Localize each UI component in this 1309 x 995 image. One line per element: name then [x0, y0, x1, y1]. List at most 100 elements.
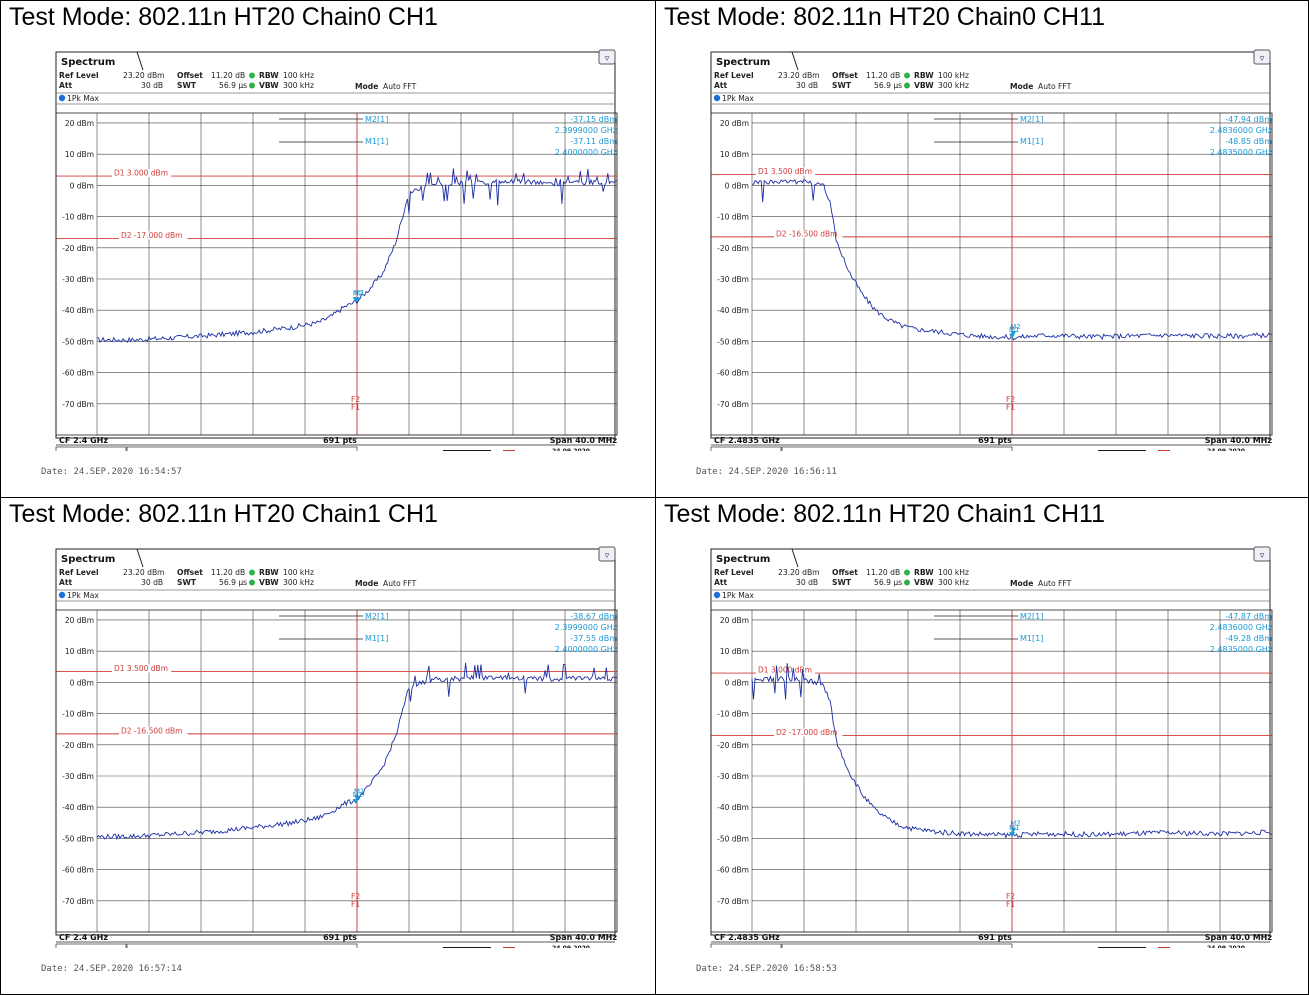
- y-tick-label: 0 dBm: [725, 181, 749, 190]
- spectrum-screenshot: Spectrum ▿ Ref Level 23.20 dBm Offset 11.20 d…: [694, 38, 1276, 451]
- progress-bar: [1098, 947, 1146, 948]
- trace-indicator: [58, 94, 66, 102]
- status-dot: [249, 72, 255, 79]
- instrument-frame: [710, 548, 1271, 936]
- spectrum-screenshot: Spectrum ▿ Ref Level 23.20 dBm Offset 11.20 d…: [694, 535, 1276, 948]
- marker-readout-freq: 2.4835000 GHz: [1210, 148, 1272, 157]
- y-tick-label: -10 dBm: [717, 213, 749, 222]
- marker-label: M2: [353, 791, 364, 799]
- y-tick-label: -60 dBm: [62, 866, 94, 875]
- rbw-label: RBW: [914, 71, 934, 80]
- display-line-label-bg: [119, 726, 188, 735]
- marker-label: M1: [354, 289, 365, 297]
- span: Span 40.0 MHz: [1205, 933, 1273, 942]
- display-line-label-bg: [112, 664, 172, 673]
- display-line-label: D1 3.500 dBm: [758, 167, 812, 176]
- points-count: 691 pts: [978, 933, 1012, 942]
- status-dot: [904, 569, 910, 576]
- offset-value: 11.20 dB: [866, 71, 900, 80]
- y-tick-label: 20 dBm: [720, 119, 749, 128]
- y-tick-label: -70 dBm: [62, 897, 94, 906]
- swt-value: 56.9 µs: [219, 81, 247, 90]
- plot-cell: Test Mode: 802.11n HT20 Chain0 CH11 Spec…: [655, 0, 1309, 498]
- y-tick-label: -20 dBm: [62, 244, 94, 253]
- marker-readout-name: M2[1]: [365, 612, 388, 621]
- y-tick-label: -40 dBm: [717, 306, 749, 315]
- date-caption: Date: 24.SEP.2020 16:58:53: [696, 964, 837, 974]
- spectrum-chart: Spectrum ▿ Ref Level 23.20 dBm Offset 11.20 d…: [710, 546, 1273, 948]
- display-line-label-bg: [756, 167, 816, 176]
- status-field: [55, 943, 127, 948]
- marker-readout-freq: 2.3999000 GHz: [555, 623, 617, 632]
- marker-readout-freq: 2.4000000 GHz: [555, 645, 617, 654]
- marker-readout-level: -37.15 dBm: [570, 115, 617, 124]
- settings-icon: [1253, 546, 1271, 562]
- span: Span 40.0 MHz: [550, 436, 618, 445]
- status-dot: [904, 579, 910, 586]
- ref-level-value: 23.20 dBm: [123, 568, 165, 577]
- frequency-line-label: F2: [351, 395, 360, 404]
- marker-readout-level: -37.11 dBm: [570, 137, 617, 146]
- marker-readout-freq: 2.3999000 GHz: [555, 126, 617, 135]
- center-frequency: CF 2.4 GHz: [59, 436, 108, 445]
- marker-readout-level: -37.55 dBm: [570, 634, 617, 643]
- vbw-label: VBW: [914, 81, 934, 90]
- center-frequency: CF 2.4835 GHz: [714, 436, 780, 445]
- marker-triangle: [352, 297, 359, 303]
- status-dot: [249, 579, 255, 586]
- y-tick-label: -70 dBm: [62, 400, 94, 409]
- offset-label: Offset: [177, 568, 203, 577]
- settings-icon: [598, 49, 616, 65]
- settings-icon-glyph: ▿: [605, 54, 610, 64]
- marker-readout-freq: 2.4836000 GHz: [1210, 623, 1272, 632]
- y-tick-label: 10 dBm: [65, 647, 94, 656]
- plot-border: [710, 112, 1273, 436]
- trace-line: [96, 168, 618, 343]
- measuring-status: Measuring...: [1018, 947, 1074, 948]
- settings-icon: [598, 546, 616, 562]
- att-value: 30 dB: [796, 578, 818, 587]
- marker-readout-name: M1[1]: [365, 137, 388, 146]
- progress-bar: [1098, 450, 1146, 451]
- points-count: 691 pts: [323, 933, 357, 942]
- settings-icon-glyph: ▿: [605, 551, 610, 561]
- status-dot: [904, 72, 910, 79]
- signal-icon: [1158, 947, 1170, 948]
- marker-label: M2: [353, 289, 364, 297]
- ref-level-label: Ref Level: [714, 568, 754, 577]
- status-dot: [904, 82, 910, 89]
- y-tick-label: -40 dBm: [62, 306, 94, 315]
- spectrum-tab-label: Spectrum: [61, 554, 115, 565]
- instrument-frame: [55, 51, 616, 439]
- frequency-line-label: F1: [1006, 900, 1015, 909]
- y-tick-label: -30 dBm: [62, 772, 94, 781]
- status-field: [55, 446, 127, 451]
- swt-value: 56.9 µs: [874, 81, 902, 90]
- y-tick-label: -40 dBm: [717, 803, 749, 812]
- marker-triangle: [1009, 832, 1015, 838]
- status-field: [781, 943, 1013, 948]
- rbw-value: 100 kHz: [938, 71, 969, 80]
- y-tick-label: -30 dBm: [62, 275, 94, 284]
- date-caption: Date: 24.SEP.2020 16:56:11: [696, 467, 837, 477]
- marker-readout-name: M2[1]: [365, 115, 388, 124]
- mode-label: Mode: [355, 579, 378, 588]
- vbw-value: 300 kHz: [283, 578, 314, 587]
- att-value: 30 dB: [796, 81, 818, 90]
- ref-level-label: Ref Level: [714, 71, 754, 80]
- marker-readout-freq: 2.4836000 GHz: [1210, 126, 1272, 135]
- y-tick-label: 10 dBm: [65, 150, 94, 159]
- center-frequency: CF 2.4835 GHz: [714, 933, 780, 942]
- display-line-label: D2 -16.500 dBm: [121, 726, 182, 735]
- y-tick-label: -50 dBm: [717, 337, 749, 346]
- offset-value: 11.20 dB: [866, 568, 900, 577]
- plot-border: [55, 112, 618, 436]
- measuring-status: Measuring...: [363, 450, 419, 451]
- spectrum-screenshot: Spectrum ▿ Ref Level 23.20 dBm Offset 11.20 d…: [39, 38, 621, 451]
- vbw-label: VBW: [259, 578, 279, 587]
- display-line-label: D1 3.000 dBm: [758, 666, 812, 675]
- points-count: 691 pts: [323, 436, 357, 445]
- y-tick-label: -20 dBm: [717, 244, 749, 253]
- trace-indicator: [58, 591, 66, 599]
